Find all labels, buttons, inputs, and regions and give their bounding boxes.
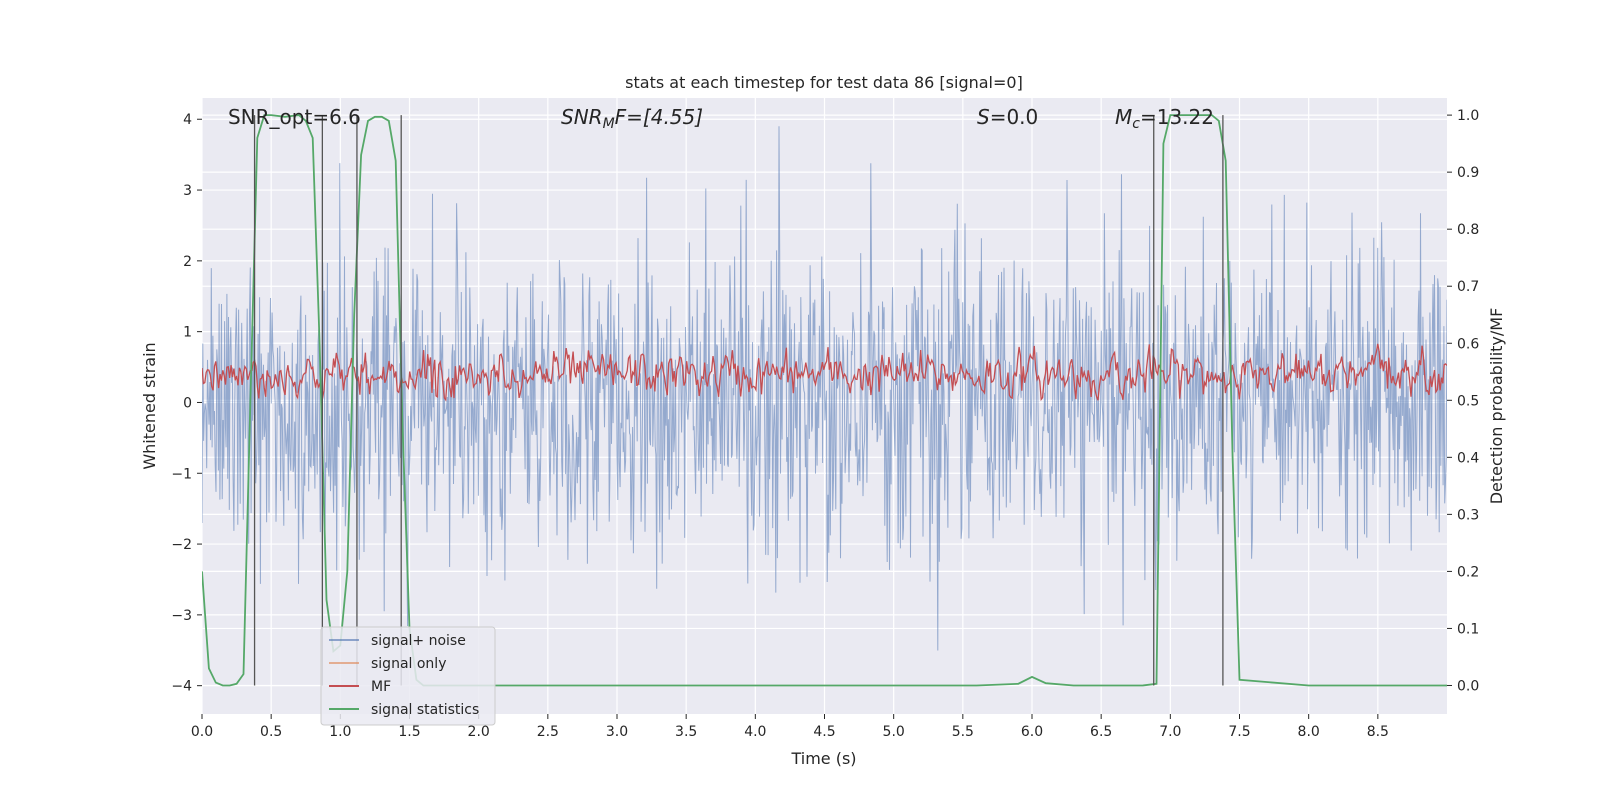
x-tick-label: 7.5 — [1228, 724, 1250, 740]
legend-label-signal-statistics: signal statistics — [371, 702, 479, 718]
legend-label-mf: MF — [371, 679, 391, 695]
x-axis-label: Time (s) — [790, 749, 856, 768]
x-tick-label: 8.0 — [1298, 724, 1320, 740]
y-left-tick-label: 0 — [183, 395, 192, 411]
x-tick-label: 5.5 — [952, 724, 974, 740]
axes: 0.0 0.5 1.0 1.5 2.0 2.5 3.0 3.5 4.0 4.5 5.0 5.5 6.0 6… — [171, 108, 1479, 740]
chart-title: stats at each timestep for test data 86 … — [625, 73, 1023, 92]
y-right-tick-label: 0.1 — [1457, 621, 1479, 637]
x-tick-label: 1.0 — [329, 724, 351, 740]
series-mf — [202, 343, 1447, 402]
y-right-tick-label: 1.0 — [1457, 108, 1479, 124]
y-right-tick-label: 0.0 — [1457, 678, 1479, 694]
y-right-tick-label: 0.5 — [1457, 393, 1479, 409]
annotation-mc-symbol: M — [1115, 105, 1132, 129]
y-axis-label-left: Whitened strain — [140, 342, 159, 469]
y-left-tick-label: 1 — [183, 325, 192, 341]
x-tick-label: 2.0 — [468, 724, 490, 740]
x-tick-label: 2.5 — [537, 724, 559, 740]
annotation-s: S=0.0 — [977, 105, 1038, 129]
annotation-mc-subscript: c — [1132, 116, 1140, 132]
annotation-snr-mf-symbol: SNR — [561, 105, 603, 129]
series-signal-statistics — [202, 114, 1447, 687]
annotation-snr-opt: SNR_opt=6.6 — [228, 105, 361, 129]
y-right-tick-label: 0.8 — [1457, 222, 1479, 238]
annotation-s-value: =0.0 — [990, 105, 1039, 129]
legend-box — [320, 626, 496, 726]
series-signal-noise — [202, 126, 1447, 651]
x-tick-label: 3.5 — [675, 724, 697, 740]
x-tick-label: 5.0 — [883, 724, 905, 740]
x-tick-label: 0.0 — [191, 724, 213, 740]
y-left-tick-label: −1 — [171, 466, 192, 482]
y-left-tick-label: −2 — [171, 537, 192, 553]
legend: signal+ noise signal only MF signal stat… — [320, 626, 496, 726]
annotation-snr-mf: SNRMF=[4.55] — [561, 105, 703, 132]
x-tick-label: 7.0 — [1159, 724, 1181, 740]
y-right-tick-label: 0.2 — [1457, 564, 1479, 580]
x-tick-label: 6.5 — [1090, 724, 1112, 740]
x-tick-label: 6.0 — [1021, 724, 1043, 740]
annotation-mc-value: =13.22 — [1140, 105, 1214, 129]
y-right-tick-label: 0.4 — [1457, 450, 1479, 466]
y-left-tick-label: 2 — [183, 254, 192, 270]
x-tick-label: 3.0 — [606, 724, 628, 740]
x-tick-label: 4.0 — [744, 724, 766, 740]
legend-label-signal-noise: signal+ noise — [371, 633, 466, 649]
y-right-tick-label: 0.9 — [1457, 165, 1479, 181]
annotation-mc: Mc=13.22 — [1115, 105, 1214, 132]
y-left-tick-label: −4 — [171, 679, 192, 695]
data-layer — [202, 114, 1447, 687]
y-right-tick-label: 0.7 — [1457, 279, 1479, 295]
annotation-s-symbol: S — [977, 105, 990, 129]
y-axis-label-right: Detection probability/MF — [1487, 308, 1506, 505]
y-left-tick-label: 4 — [183, 112, 192, 128]
annotation-snr-mf-rest: F=[4.55] — [615, 105, 703, 129]
y-right-tick-label: 0.6 — [1457, 336, 1479, 352]
x-tick-label: 4.5 — [813, 724, 835, 740]
x-tick-label: 8.5 — [1367, 724, 1389, 740]
legend-label-signal-only: signal only — [371, 656, 446, 672]
y-left-tick-label: −3 — [171, 608, 192, 624]
x-tick-label: 1.5 — [398, 724, 420, 740]
y-right-tick-label: 0.3 — [1457, 507, 1479, 523]
x-tick-label: 0.5 — [260, 724, 282, 740]
y-left-tick-label: 3 — [183, 183, 192, 199]
annotation-snr-mf-subscript: M — [603, 116, 615, 132]
